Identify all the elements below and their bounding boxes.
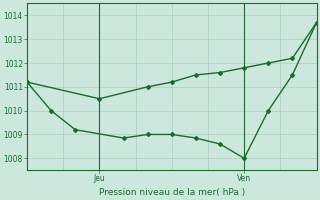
X-axis label: Pression niveau de la mer( hPa ): Pression niveau de la mer( hPa ) — [99, 188, 245, 197]
